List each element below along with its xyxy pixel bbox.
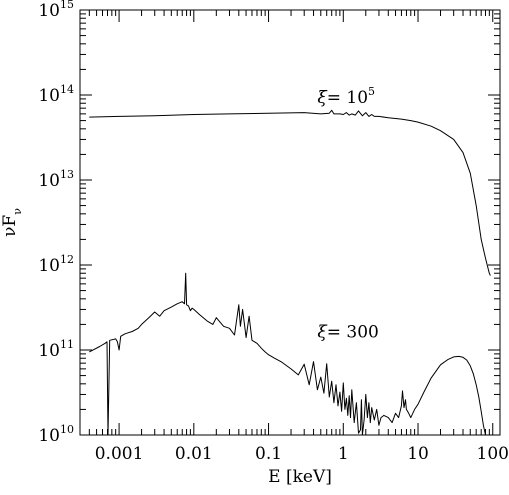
plot-frame [79, 9, 501, 436]
y-tick-label: 1010 [38, 423, 74, 446]
series-line-xi-300 [89, 272, 490, 436]
x-tick-label: 10 [407, 444, 429, 464]
x-axis-label: E [keV] [268, 467, 332, 487]
y-tick-label: 1015 [38, 0, 74, 21]
y-tick-label-base: 10 [38, 1, 60, 21]
y-tick-label-base: 10 [38, 341, 60, 361]
annotation-text: = 10 [327, 88, 368, 108]
x-tick-label: 1 [338, 444, 349, 464]
x-tick-label: 100 [477, 444, 509, 464]
x-tick-label: 0.1 [255, 444, 282, 464]
y-tick-label: 1014 [38, 83, 74, 106]
y-tick-label-base: 10 [38, 426, 60, 446]
annotation-xi-low: ξ= 300 [317, 323, 378, 343]
y-tick-label-exponent: 10 [60, 423, 74, 436]
series-line-xi-1e5 [89, 109, 491, 276]
annotation-xi-high: ξ= 105 [317, 85, 375, 108]
y-tick-label: 1013 [38, 168, 74, 191]
y-tick-label-base: 10 [38, 171, 60, 191]
annotation-exponent: 5 [368, 85, 375, 98]
y-tick-label: 1012 [38, 253, 74, 276]
y-tick-label-exponent: 12 [60, 253, 74, 266]
x-tick-label: 0.01 [175, 444, 213, 464]
y-tick-label-base: 10 [38, 86, 60, 106]
y-tick-label-exponent: 13 [60, 168, 74, 181]
annotation-symbol: ξ [317, 323, 328, 343]
y-axis-label: νFν [0, 208, 24, 237]
y-axis-label-subscript: ν [11, 208, 24, 215]
x-tick-label: 0.001 [95, 444, 144, 464]
y-tick-label: 1011 [38, 338, 74, 361]
y-axis-label-main: νF [0, 215, 20, 237]
y-tick-label-exponent: 14 [60, 83, 74, 96]
y-tick-label-base: 10 [38, 256, 60, 276]
annotation-text: = 300 [327, 323, 379, 343]
y-tick-label-exponent: 11 [60, 338, 74, 351]
y-tick-label-exponent: 15 [60, 0, 74, 11]
annotation-symbol: ξ [317, 88, 328, 108]
